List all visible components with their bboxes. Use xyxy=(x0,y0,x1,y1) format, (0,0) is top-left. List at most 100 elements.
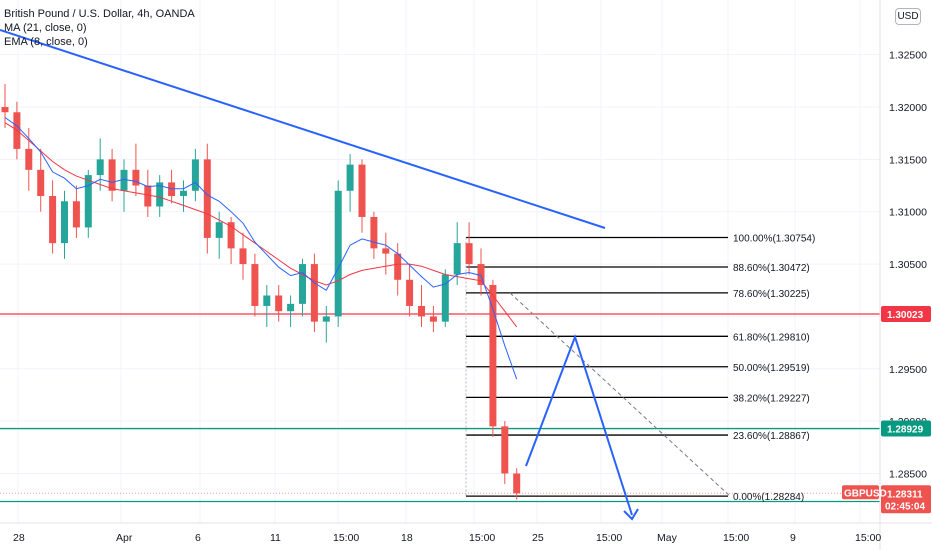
candle-body xyxy=(239,248,247,265)
support-price-tag-text: 1.28929 xyxy=(887,425,924,436)
fibonacci-retracement[interactable]: 100.00%(1.30754) 88.60%(1.30472) 78.60%(1.… xyxy=(465,233,815,503)
fib-level-label: 0.00%(1.28284) xyxy=(733,492,804,503)
candle-body xyxy=(96,159,104,176)
candle-body xyxy=(156,182,164,207)
projection-zigzag[interactable] xyxy=(525,333,633,516)
candle-body xyxy=(406,279,414,306)
time-tick-label[interactable]: 15:00 xyxy=(333,532,359,544)
candle-body xyxy=(346,164,354,191)
candle-body xyxy=(263,295,271,306)
symbol-title[interactable]: British Pound / U.S. Dollar, 4h, OANDA xyxy=(4,8,195,20)
candle-body xyxy=(275,295,283,312)
candle-body xyxy=(191,159,199,191)
time-tick-label[interactable]: 6 xyxy=(195,532,201,544)
time-tick-label[interactable]: 15:00 xyxy=(596,532,622,544)
resistance-price-tag xyxy=(881,306,931,323)
time-tick-label[interactable]: 18 xyxy=(401,532,413,544)
candle-body xyxy=(120,169,128,191)
candle-body xyxy=(144,185,152,207)
candle-body xyxy=(72,201,80,228)
time-tick-label[interactable]: 25 xyxy=(532,532,544,544)
candle-body xyxy=(382,248,390,254)
ema-8-line xyxy=(4,117,518,380)
candle-body xyxy=(477,264,485,286)
symbol-tag xyxy=(842,485,879,500)
resistance-price-tag-text: 1.30023 xyxy=(887,310,924,321)
time-tick-label[interactable]: Apr xyxy=(116,532,133,544)
candle-body xyxy=(49,196,57,244)
candle-body xyxy=(465,243,473,265)
fib-level-label: 78.60%(1.30225) xyxy=(733,289,810,300)
projection-arrowhead[interactable] xyxy=(623,508,639,521)
ma-indicator-label[interactable]: MA (21, close, 0) xyxy=(4,22,87,34)
indicator-lines xyxy=(4,117,518,380)
candle-body xyxy=(1,107,9,113)
price-tick-label[interactable]: 1.31500 xyxy=(889,154,927,166)
descending-trendline[interactable] xyxy=(0,29,606,229)
candle-body xyxy=(441,274,449,322)
chart-legend: British Pound / U.S. Dollar, 4h, OANDA M… xyxy=(4,7,195,49)
fib-level-label: 38.20%(1.29227) xyxy=(733,393,810,404)
bar-countdown: 02:45:04 xyxy=(885,501,925,512)
price-tick-label[interactable]: 1.32000 xyxy=(889,102,927,114)
price-tags: 1.300231.289291.282321.2831102:45:04GBPU… xyxy=(842,306,931,514)
candle-body xyxy=(61,201,68,244)
candle-body xyxy=(370,216,378,249)
support-price-tag xyxy=(881,420,931,437)
price-tick-label[interactable]: 1.28500 xyxy=(889,468,927,480)
candle-body xyxy=(418,305,425,317)
candle-body xyxy=(84,175,92,228)
ema-indicator-label[interactable]: EMA (8, close, 0) xyxy=(4,36,88,48)
fib-level-label: 88.60%(1.30472) xyxy=(733,263,810,274)
fib-level-label: 61.80%(1.29810) xyxy=(733,332,810,343)
candle-body xyxy=(37,169,45,197)
candle-body xyxy=(513,473,521,494)
candle-body xyxy=(132,169,140,186)
currency-button[interactable]: USD xyxy=(895,8,921,25)
candle-body xyxy=(453,243,461,275)
trendline-layer[interactable] xyxy=(0,29,606,229)
time-tick-label[interactable]: May xyxy=(657,532,678,544)
candle-body xyxy=(25,148,33,170)
candle-body xyxy=(168,182,176,197)
last-price-value: 1.28311 xyxy=(887,489,923,500)
time-tick-label[interactable]: 28 xyxy=(13,532,25,544)
price-tick-label[interactable]: 1.30500 xyxy=(889,259,927,271)
last-price-tag xyxy=(881,485,931,514)
candle-body xyxy=(227,222,235,249)
candle-body xyxy=(501,426,509,474)
price-tick-label[interactable]: 1.29500 xyxy=(889,364,927,376)
candle-body xyxy=(429,316,437,322)
candle-body xyxy=(108,159,116,191)
chart-grid xyxy=(0,0,880,523)
symbol-tag-text: GBPUSD xyxy=(844,488,887,499)
ma-21-line xyxy=(4,122,518,328)
projection-path[interactable] xyxy=(509,292,731,521)
fib-level-label: 100.00%(1.30754) xyxy=(733,233,815,244)
horizontal-lines-layer[interactable] xyxy=(0,313,880,503)
candle-body xyxy=(489,285,497,427)
time-tick-label[interactable]: 11 xyxy=(270,532,281,544)
candle-body xyxy=(394,253,402,280)
fib-level-label: 23.60%(1.28867) xyxy=(733,431,810,442)
candle-body xyxy=(180,190,187,197)
time-tick-label[interactable]: 9 xyxy=(790,532,796,544)
projected-trend-dashed[interactable] xyxy=(509,292,731,497)
time-tick-label[interactable]: 15:00 xyxy=(469,532,495,544)
candle-body xyxy=(203,159,211,238)
time-tick-label[interactable]: 15:00 xyxy=(723,532,749,544)
price-tick-label[interactable]: 1.31000 xyxy=(889,207,927,219)
fib-level-label: 50.00%(1.29519) xyxy=(733,363,810,374)
candlestick-series xyxy=(1,83,521,500)
candle-body xyxy=(287,303,295,312)
candle-body xyxy=(358,164,366,217)
candle-body xyxy=(215,222,223,238)
time-tick-label[interactable]: 15:00 xyxy=(855,532,881,544)
candle-body xyxy=(334,190,342,317)
candle-body xyxy=(251,264,259,306)
candle-body xyxy=(322,316,330,322)
candle-body xyxy=(299,264,306,304)
price-tick-label[interactable]: 1.32500 xyxy=(889,50,927,62)
candle-body xyxy=(310,264,318,322)
